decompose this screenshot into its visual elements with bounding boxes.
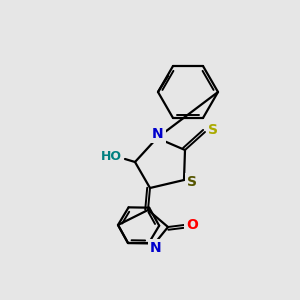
Text: N: N	[150, 241, 162, 255]
Text: HO: HO	[100, 149, 122, 163]
Text: S: S	[187, 175, 197, 189]
Text: N: N	[152, 127, 164, 141]
Text: S: S	[208, 123, 218, 137]
Text: O: O	[186, 218, 198, 232]
